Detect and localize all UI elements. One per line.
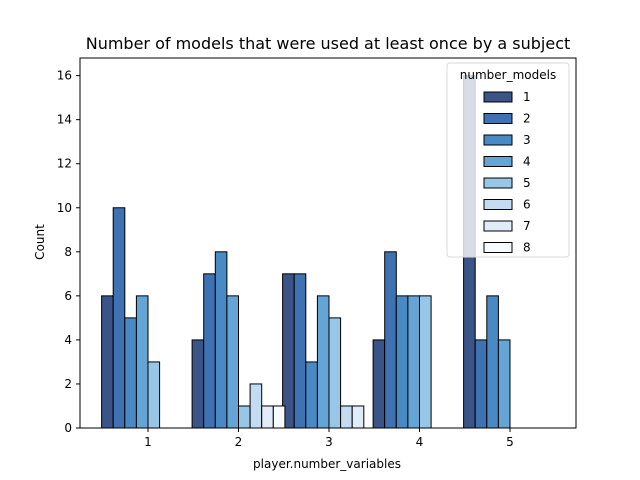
- legend: number_models 1 2 3 4 5 6 7 8: [446, 62, 570, 258]
- bar-series-6-3: [340, 405, 353, 429]
- bar-series-3-5: [486, 295, 499, 429]
- plot-area: [79, 57, 577, 429]
- bar-series-6-2: [249, 383, 263, 429]
- legend-swatch-2: [483, 113, 513, 124]
- bar-series-2-4: [384, 251, 397, 429]
- bar-series-5-2: [238, 405, 251, 429]
- bar-series-1-4: [372, 339, 386, 429]
- y-tick-label-14: 14: [57, 113, 72, 127]
- bar-series-2-3: [293, 273, 307, 429]
- bar-series-4-4: [407, 295, 420, 429]
- bar-series-2-5: [474, 339, 488, 429]
- plot-frame: [79, 57, 577, 429]
- legend-label-6: 6: [523, 198, 531, 212]
- bar-series-4-1: [135, 295, 149, 429]
- bar-series-3-4: [395, 295, 409, 429]
- bar-series-1-1: [101, 295, 114, 429]
- y-tick-label-8: 8: [64, 245, 72, 259]
- bar-series-1-3: [282, 273, 295, 429]
- bar-series-7-2: [261, 405, 274, 429]
- y-tick-label-2: 2: [64, 377, 72, 391]
- x-tick-label-1: 1: [144, 435, 152, 449]
- legend-label-8: 8: [523, 241, 531, 255]
- bar-series-8-2: [272, 405, 286, 429]
- legend-swatch-4: [483, 156, 513, 167]
- bar-series-5-4: [419, 295, 432, 429]
- legend-swatch-8: [483, 242, 513, 253]
- legend-label-4: 4: [523, 155, 531, 169]
- bar-series-3-3: [305, 361, 318, 429]
- bar-series-5-1: [147, 361, 161, 429]
- y-axis: 0 2 4 6 8 10 12 14 16: [57, 69, 80, 435]
- bar-series-3-1: [124, 317, 137, 429]
- legend-label-5: 5: [523, 176, 531, 190]
- x-axis-label: player.number_variables: [253, 457, 401, 471]
- y-tick-label-12: 12: [57, 157, 72, 171]
- legend-swatch-1: [483, 91, 513, 103]
- legend-label-7: 7: [523, 219, 531, 233]
- legend-label-1: 1: [523, 90, 531, 104]
- y-tick-label-16: 16: [57, 69, 72, 83]
- y-tick-label-0: 0: [64, 421, 72, 435]
- x-tick-label-4: 4: [416, 435, 424, 449]
- legend-swatch-7: [483, 220, 513, 232]
- x-tick-label-2: 2: [235, 435, 243, 449]
- legend-swatch-6: [483, 199, 513, 210]
- bar-series-4-5: [497, 339, 511, 429]
- bar-series-7-3: [351, 405, 365, 429]
- y-tick-label-6: 6: [64, 289, 72, 303]
- y-tick-label-4: 4: [64, 333, 72, 347]
- x-axis: 1 2 3 4 5: [144, 428, 514, 449]
- chart-title: Number of models that were used at least…: [86, 34, 571, 53]
- legend-label-2: 2: [523, 112, 531, 126]
- x-tick-label-3: 3: [325, 435, 333, 449]
- legend-swatch-3: [483, 134, 513, 146]
- bar-series-4-2: [226, 295, 239, 429]
- y-tick-label-10: 10: [57, 201, 72, 215]
- legend-swatch-5: [483, 177, 513, 189]
- x-tick-label-5: 5: [506, 435, 514, 449]
- bar-series-3-2: [214, 251, 228, 429]
- legend-label-3: 3: [523, 133, 531, 147]
- legend-title: number_models: [460, 68, 556, 82]
- y-axis-label: Count: [33, 224, 47, 260]
- bar-series-2-1: [112, 207, 126, 429]
- bar-series-1-2: [191, 339, 205, 429]
- bar-series-2-2: [203, 273, 216, 429]
- bar-series-4-3: [316, 295, 330, 429]
- bar-series-5-3: [328, 317, 342, 429]
